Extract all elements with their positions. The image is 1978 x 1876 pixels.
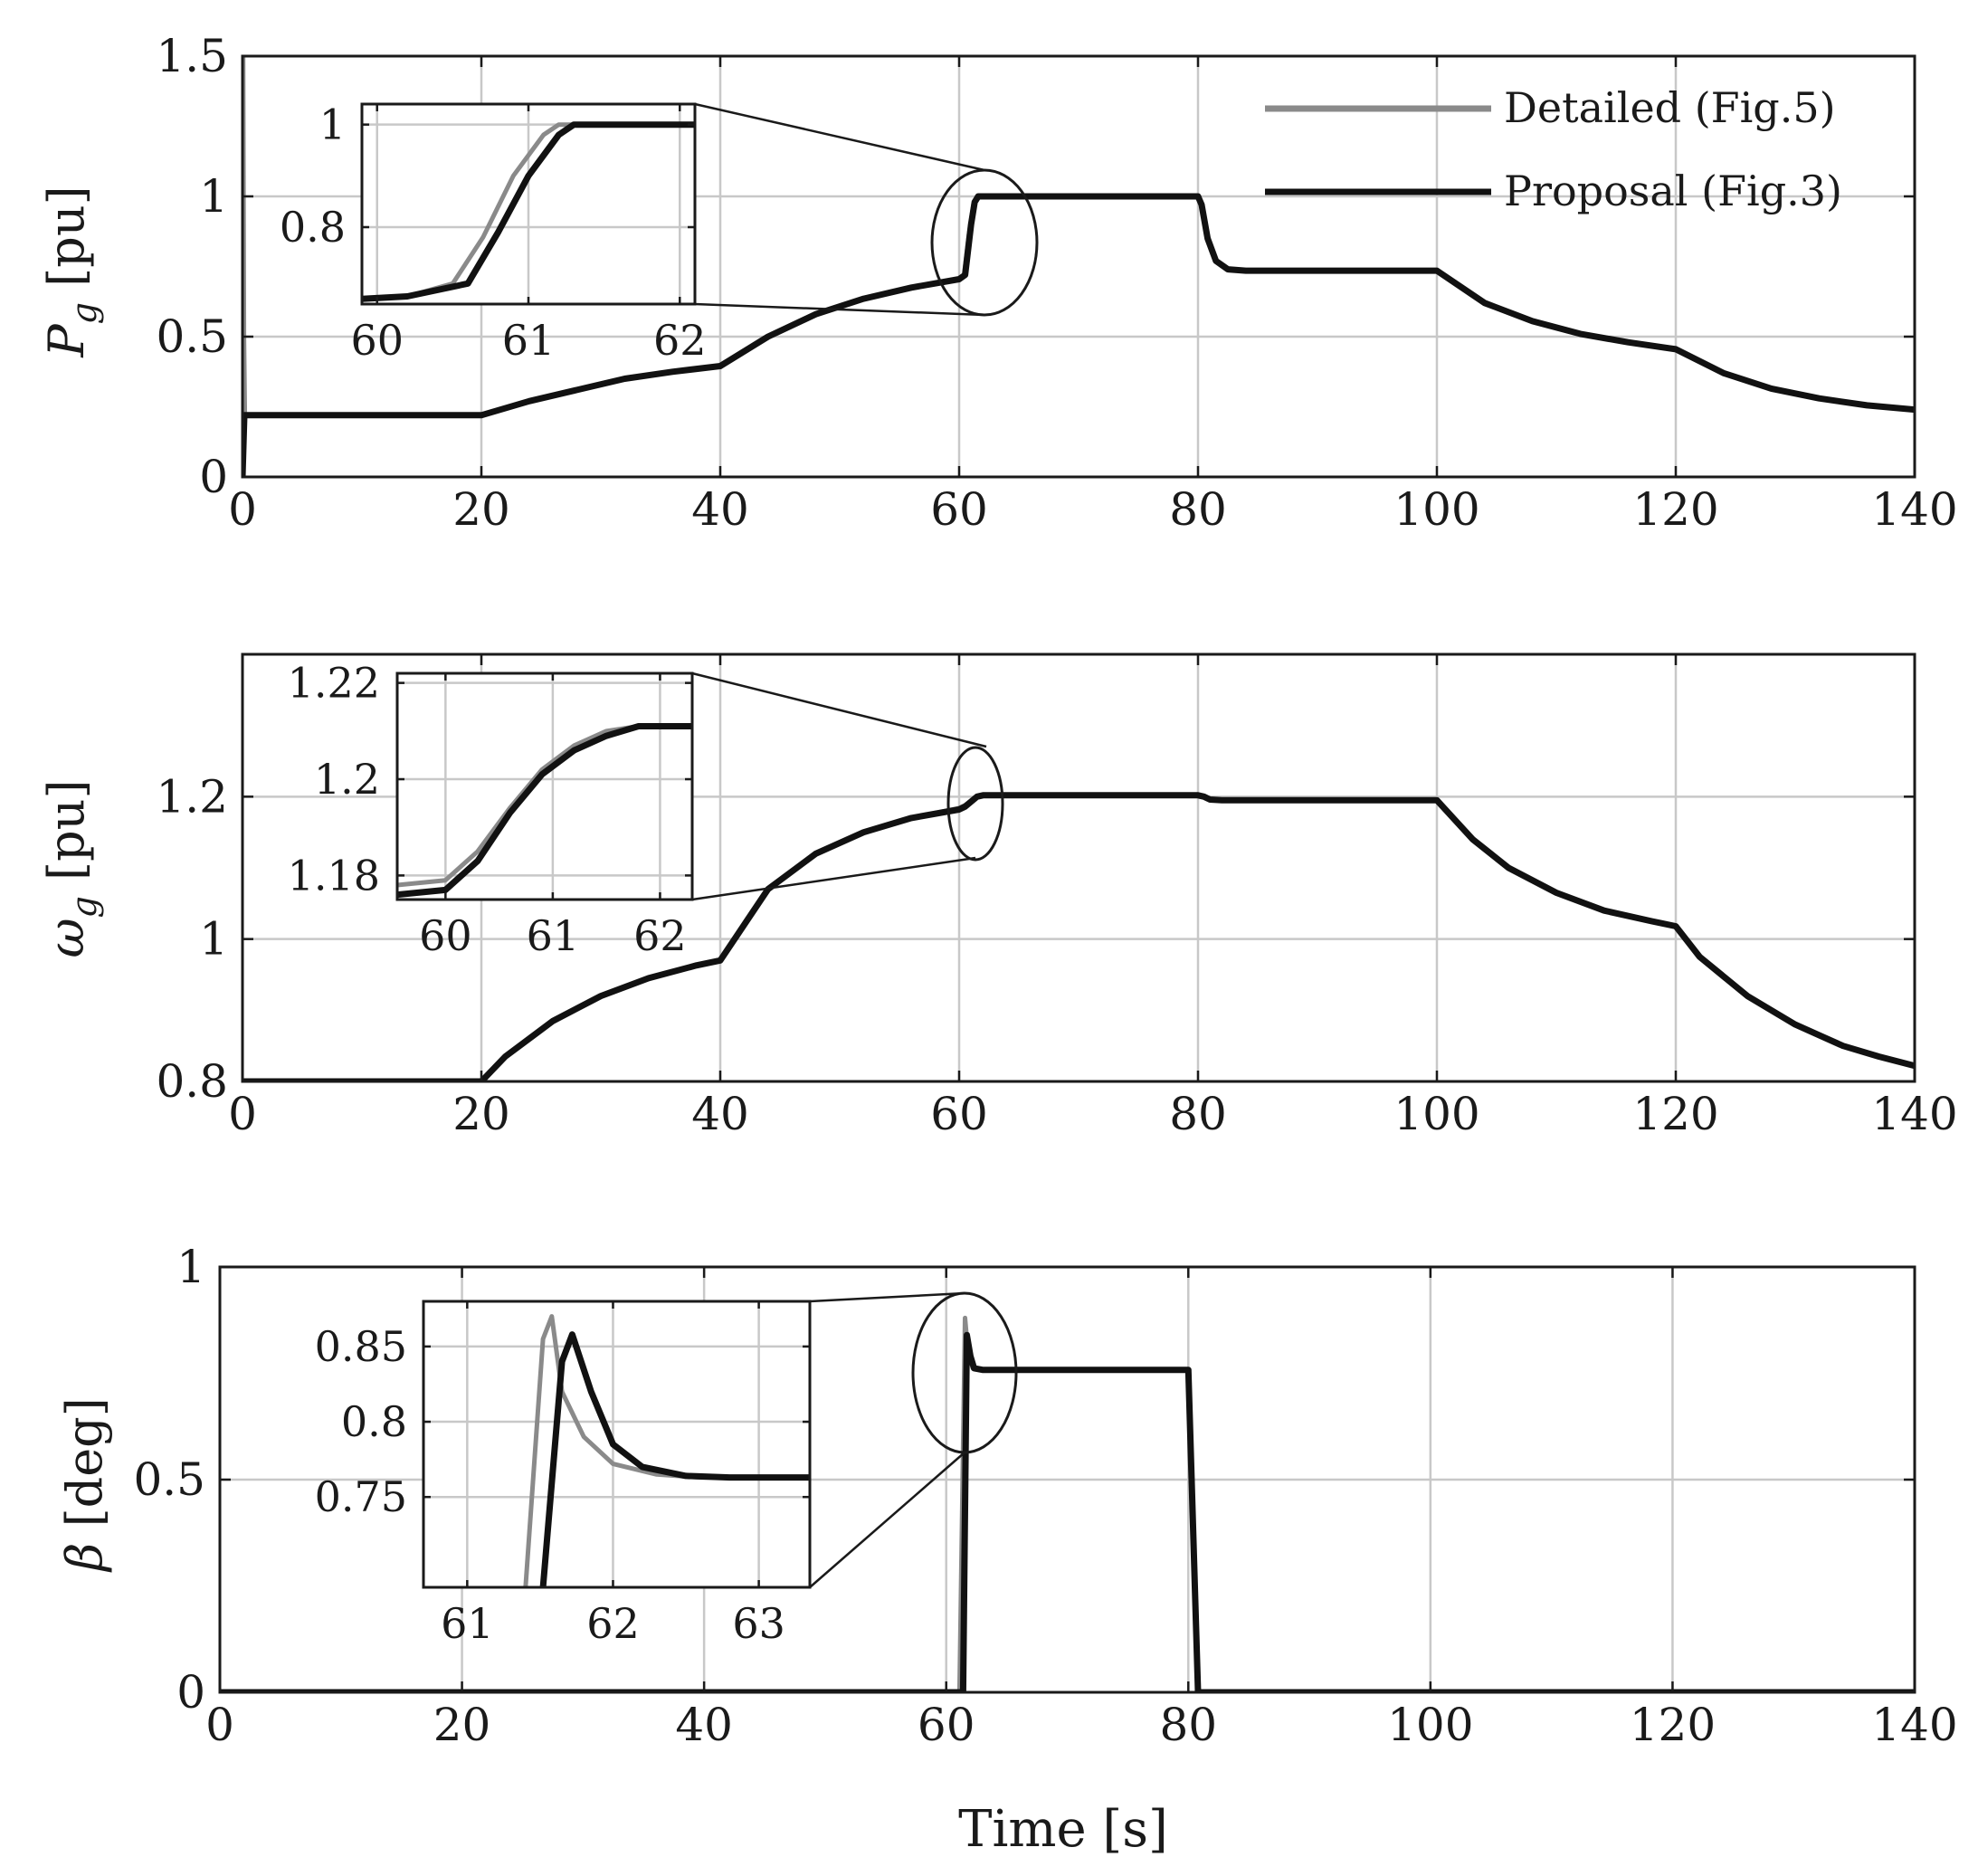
xtick-label-wg: 40	[691, 1088, 749, 1140]
inset-ytick-label-pg: 1	[319, 100, 346, 149]
ytick-label-pg: 0.5	[156, 310, 228, 363]
xtick-label-beta: 80	[1159, 1699, 1217, 1751]
inset-xtick-label-wg: 60	[419, 911, 472, 960]
ytick-label-wg: 1.2	[156, 770, 228, 823]
ylabel-wg: ωg [pu]	[38, 779, 104, 957]
xtick-label-beta: 60	[918, 1699, 975, 1751]
series-line-proposal-wg	[242, 792, 1915, 1081]
grid-wg	[242, 654, 1915, 1081]
inset-xtick-label-beta: 63	[732, 1599, 785, 1648]
inset-xtick-label-wg: 61	[527, 911, 580, 960]
ylabel-pg: Pg [pu]	[38, 186, 104, 357]
ytick-label-beta: 0	[176, 1666, 205, 1719]
inset-ytick-label-wg: 1.22	[288, 659, 380, 708]
xtick-label-wg: 60	[930, 1088, 988, 1140]
inset-xtick-label-pg: 60	[350, 316, 404, 365]
zoom-connector-top-wg	[691, 671, 987, 748]
zoom-connector-top-pg	[694, 102, 985, 172]
zoom-connector-bottom-pg	[694, 302, 985, 317]
ticks-beta: 0 20 40 60 80 100 120 140 0 0.5 1	[133, 1241, 1957, 1751]
inset-ytick-label-wg: 1.2	[314, 755, 380, 804]
ytick-label-pg: 0	[199, 451, 228, 503]
xtick-label-beta: 40	[675, 1699, 733, 1751]
xtick-label-beta: 140	[1871, 1699, 1957, 1751]
panel-beta: 0 20 40 60 80 100 120 140 0 0.5 1 β [deg] 61 62 63 0.…	[56, 1241, 1958, 1859]
inset-xtick-label-pg: 62	[653, 316, 707, 365]
legend-label-detailed: Detailed (Fig.5)	[1504, 83, 1836, 132]
xtick-label-beta: 100	[1387, 1699, 1473, 1751]
legend: Detailed (Fig.5) Proposal (Fig.3)	[1265, 83, 1842, 215]
x-axis-label: Time [s]	[958, 1800, 1168, 1859]
ytick-label-beta: 1	[176, 1241, 205, 1293]
inset-xtick-label-wg: 62	[633, 911, 687, 960]
xtick-label-pg: 80	[1169, 483, 1227, 536]
panel-wg: 0 20 40 60 80 100 120 140 0.8 1 1.2 ωg [pu] 60 61 62…	[38, 652, 1958, 1140]
inset-ticks-beta: 61 62 63 0.75 0.8 0.85	[315, 1301, 810, 1648]
inset-grid-wg	[397, 673, 692, 900]
inset-beta: 61 62 63 0.75 0.8 0.85	[315, 1300, 812, 1648]
ticks-pg: 0 20 40 60 80 100 120 140 0 0.5 1 1.5	[156, 30, 1957, 536]
ytick-label-wg: 1	[199, 913, 228, 966]
inset-grid-pg	[362, 104, 695, 304]
xtick-label-wg: 120	[1632, 1088, 1718, 1140]
xtick-label-wg: 20	[452, 1088, 510, 1140]
inset-frame-wg	[395, 671, 694, 901]
inset-ticks-pg: 60 61 62 0.8 1	[280, 100, 707, 365]
lines-wg	[242, 792, 1915, 1081]
axes-frame-pg	[241, 54, 1916, 479]
xtick-label-pg: 0	[228, 483, 257, 536]
xtick-label-wg: 140	[1871, 1088, 1957, 1140]
xtick-label-pg: 100	[1393, 483, 1479, 536]
ticks-wg: 0 20 40 60 80 100 120 140 0.8 1 1.2	[156, 654, 1958, 1140]
ytick-label-beta: 0.5	[133, 1453, 205, 1506]
lines-pg	[242, 56, 1915, 477]
inset-frame-beta	[422, 1300, 812, 1589]
ytick-label-pg: 1	[199, 170, 228, 223]
inset-ytick-label-wg: 1.18	[288, 851, 380, 900]
xtick-label-pg: 140	[1871, 483, 1957, 536]
inset-ytick-label-beta: 0.85	[315, 1322, 407, 1371]
inset-wg: 60 61 62 1.18 1.2 1.22	[288, 659, 694, 960]
inset-lines-pg	[362, 121, 695, 302]
axes-frame-wg	[241, 652, 1916, 1083]
inset-ticks-wg: 60 61 62 1.18 1.2 1.22	[288, 659, 692, 960]
ytick-label-wg: 0.8	[156, 1055, 228, 1108]
ylabel-beta: β [deg]	[56, 1397, 113, 1573]
zoom-connector-bottom-wg	[691, 856, 976, 901]
inset-series-line-proposal-pg	[362, 121, 695, 302]
inset-ytick-label-pg: 0.8	[280, 203, 346, 252]
series-line-proposal-beta	[220, 1331, 1915, 1692]
inset-lines-wg	[397, 723, 692, 899]
inset-pg: 60 61 62 0.8 1	[280, 100, 707, 365]
inset-series-line-proposal-wg	[397, 723, 692, 899]
zoom-connector-bottom-beta	[809, 1452, 965, 1588]
zoom-connector-top-beta	[809, 1291, 965, 1303]
xtick-label-wg: 0	[228, 1088, 257, 1140]
zoom-ellipse-wg	[946, 746, 1004, 862]
inset-ytick-label-beta: 0.8	[341, 1397, 407, 1446]
inset-ytick-label-beta: 0.75	[315, 1472, 407, 1521]
xtick-label-beta: 120	[1630, 1699, 1716, 1751]
inset-xtick-label-beta: 61	[441, 1599, 494, 1648]
xtick-label-pg: 40	[691, 483, 749, 536]
xtick-label-wg: 100	[1393, 1088, 1479, 1140]
xtick-label-pg: 20	[452, 483, 510, 536]
inset-series-line-proposal-beta	[539, 1331, 810, 1587]
xtick-label-beta: 0	[205, 1699, 234, 1751]
xtick-label-beta: 20	[433, 1699, 491, 1751]
inset-xtick-label-beta: 62	[586, 1599, 640, 1648]
lines-beta	[220, 1315, 1915, 1692]
inset-xtick-label-pg: 61	[502, 316, 556, 365]
xtick-label-pg: 120	[1632, 483, 1718, 536]
legend-label-proposal: Proposal (Fig.3)	[1504, 167, 1842, 215]
inset-lines-beta	[523, 1314, 810, 1587]
xtick-label-wg: 80	[1169, 1088, 1227, 1140]
xtick-label-pg: 60	[930, 483, 988, 536]
ytick-label-pg: 1.5	[156, 30, 228, 82]
series-line-proposal-pg	[242, 193, 1915, 477]
